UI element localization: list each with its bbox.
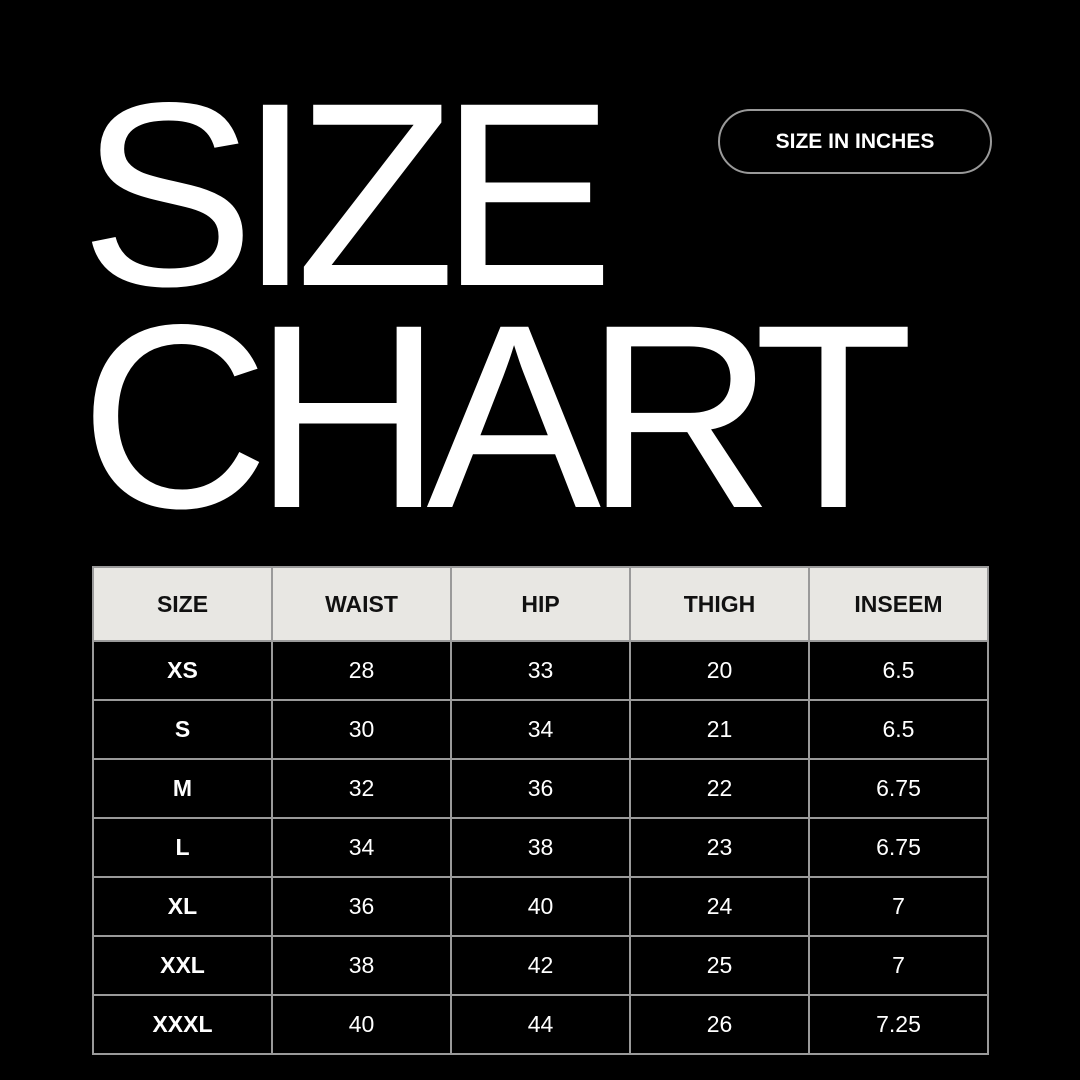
unit-badge: SIZE IN INCHES bbox=[718, 109, 992, 174]
measurement-cell-waist: 36 bbox=[271, 876, 452, 937]
size-cell: M bbox=[92, 758, 273, 819]
table-row: XS 28 33 20 6.5 bbox=[92, 640, 989, 701]
size-cell: XXL bbox=[92, 935, 273, 996]
measurement-cell-thigh: 20 bbox=[629, 640, 810, 701]
column-header-waist: WAIST bbox=[271, 566, 452, 642]
size-cell: XXXL bbox=[92, 994, 273, 1055]
measurement-cell-waist: 38 bbox=[271, 935, 452, 996]
measurement-cell-waist: 40 bbox=[271, 994, 452, 1055]
measurement-cell-inseem: 7 bbox=[808, 876, 989, 937]
table-row: XXL 38 42 25 7 bbox=[92, 935, 989, 996]
measurement-cell-waist: 30 bbox=[271, 699, 452, 760]
measurement-cell-inseem: 7.25 bbox=[808, 994, 989, 1055]
column-header-inseem: INSEEM bbox=[808, 566, 989, 642]
table-row: XL 36 40 24 7 bbox=[92, 876, 989, 937]
measurement-cell-hip: 36 bbox=[450, 758, 631, 819]
measurement-cell-thigh: 21 bbox=[629, 699, 810, 760]
table-body: XS 28 33 20 6.5 S 30 34 21 6.5 M 32 36 22 6.75 L 34 38 23 6… bbox=[92, 640, 989, 1055]
measurement-cell-inseem: 6.5 bbox=[808, 699, 989, 760]
title-line-2: CHART bbox=[80, 270, 914, 563]
measurement-cell-inseem: 7 bbox=[808, 935, 989, 996]
title-line-1: SIZE bbox=[80, 48, 614, 341]
measurement-cell-hip: 44 bbox=[450, 994, 631, 1055]
measurement-cell-inseem: 6.75 bbox=[808, 817, 989, 878]
table-row: XXXL 40 44 26 7.25 bbox=[92, 994, 989, 1055]
size-table: SIZE WAIST HIP THIGH INSEEM XS 28 33 20 6.5 S 30 34… bbox=[92, 566, 989, 1055]
measurement-cell-waist: 28 bbox=[271, 640, 452, 701]
measurement-cell-hip: 40 bbox=[450, 876, 631, 937]
size-cell: L bbox=[92, 817, 273, 878]
measurement-cell-thigh: 26 bbox=[629, 994, 810, 1055]
measurement-cell-inseem: 6.75 bbox=[808, 758, 989, 819]
measurement-cell-hip: 34 bbox=[450, 699, 631, 760]
column-header-size: SIZE bbox=[92, 566, 273, 642]
measurement-cell-hip: 42 bbox=[450, 935, 631, 996]
measurement-cell-hip: 38 bbox=[450, 817, 631, 878]
measurement-cell-thigh: 23 bbox=[629, 817, 810, 878]
table-header-row: SIZE WAIST HIP THIGH INSEEM bbox=[92, 566, 989, 642]
column-header-thigh: THIGH bbox=[629, 566, 810, 642]
measurement-cell-waist: 34 bbox=[271, 817, 452, 878]
table-row: L 34 38 23 6.75 bbox=[92, 817, 989, 878]
column-header-hip: HIP bbox=[450, 566, 631, 642]
measurement-cell-thigh: 22 bbox=[629, 758, 810, 819]
size-cell: XL bbox=[92, 876, 273, 937]
measurement-cell-inseem: 6.5 bbox=[808, 640, 989, 701]
measurement-cell-thigh: 25 bbox=[629, 935, 810, 996]
size-cell: XS bbox=[92, 640, 273, 701]
measurement-cell-thigh: 24 bbox=[629, 876, 810, 937]
measurement-cell-waist: 32 bbox=[271, 758, 452, 819]
size-cell: S bbox=[92, 699, 273, 760]
table-row: S 30 34 21 6.5 bbox=[92, 699, 989, 760]
table-row: M 32 36 22 6.75 bbox=[92, 758, 989, 819]
measurement-cell-hip: 33 bbox=[450, 640, 631, 701]
